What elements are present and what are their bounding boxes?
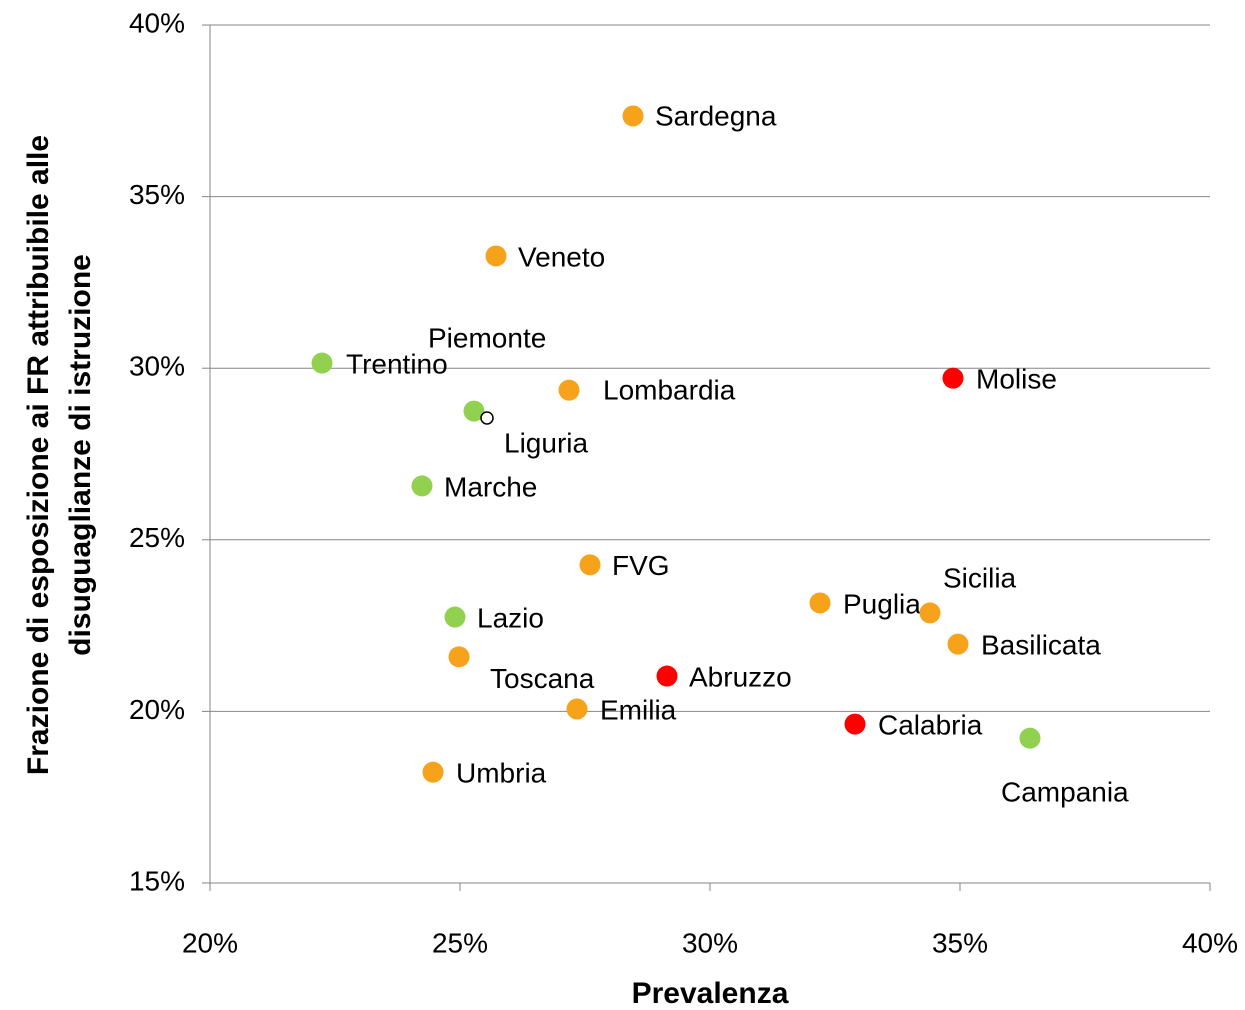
point: [656, 665, 678, 687]
point-label: Sardegna: [655, 100, 777, 131]
x-tick-label: 20%: [182, 927, 238, 958]
point-label: FVG: [612, 550, 670, 581]
point-label: Puglia: [843, 588, 921, 619]
point-label: Molise: [976, 364, 1057, 395]
point: [844, 713, 866, 735]
x-axis-title: Prevalenza: [632, 977, 789, 1010]
point-label: Trentino: [346, 348, 448, 379]
x-tick-label: 30%: [682, 927, 738, 958]
y-axis-title: disuguaglianze di istruzione: [64, 254, 97, 656]
point: [1019, 727, 1041, 749]
point-label: Veneto: [518, 241, 605, 272]
point-label: Sicilia: [943, 562, 1017, 593]
point: [485, 245, 507, 267]
point: [558, 379, 580, 401]
point-label: Piemonte: [428, 322, 546, 353]
point-label: Campania: [1001, 777, 1129, 808]
y-tick-label: 25%: [129, 522, 185, 553]
y-axis-title: Frazione di esposizione ai FR attribuibi…: [22, 135, 55, 775]
point-label: Lazio: [477, 602, 544, 633]
point-label: Toscana: [490, 663, 595, 694]
point-label: Umbria: [456, 758, 547, 789]
point: [448, 646, 470, 668]
point: [463, 400, 485, 422]
point: [947, 633, 969, 655]
point-label: Marche: [444, 471, 537, 502]
point: [809, 592, 831, 614]
y-tick-label: 20%: [129, 694, 185, 725]
y-tick-label: 15%: [129, 865, 185, 896]
point: [622, 105, 644, 127]
point: [566, 698, 588, 720]
y-tick-label: 40%: [129, 7, 185, 38]
x-tick-label: 25%: [432, 927, 488, 958]
point-label: Lombardia: [603, 375, 736, 406]
y-tick-label: 30%: [129, 351, 185, 382]
point-label: Liguria: [504, 427, 588, 458]
point: [579, 554, 601, 576]
point: [480, 411, 494, 425]
point: [311, 352, 333, 374]
point: [422, 761, 444, 783]
point: [919, 602, 941, 624]
point-label: Emilia: [600, 694, 677, 725]
point: [444, 606, 466, 628]
point-label: Calabria: [878, 709, 983, 740]
point-label: Basilicata: [981, 630, 1101, 661]
y-tick-label: 35%: [129, 179, 185, 210]
x-tick-label: 35%: [932, 927, 988, 958]
point-label: Abruzzo: [689, 661, 792, 692]
x-tick-label: 40%: [1182, 927, 1238, 958]
point: [411, 475, 433, 497]
point: [942, 367, 964, 389]
